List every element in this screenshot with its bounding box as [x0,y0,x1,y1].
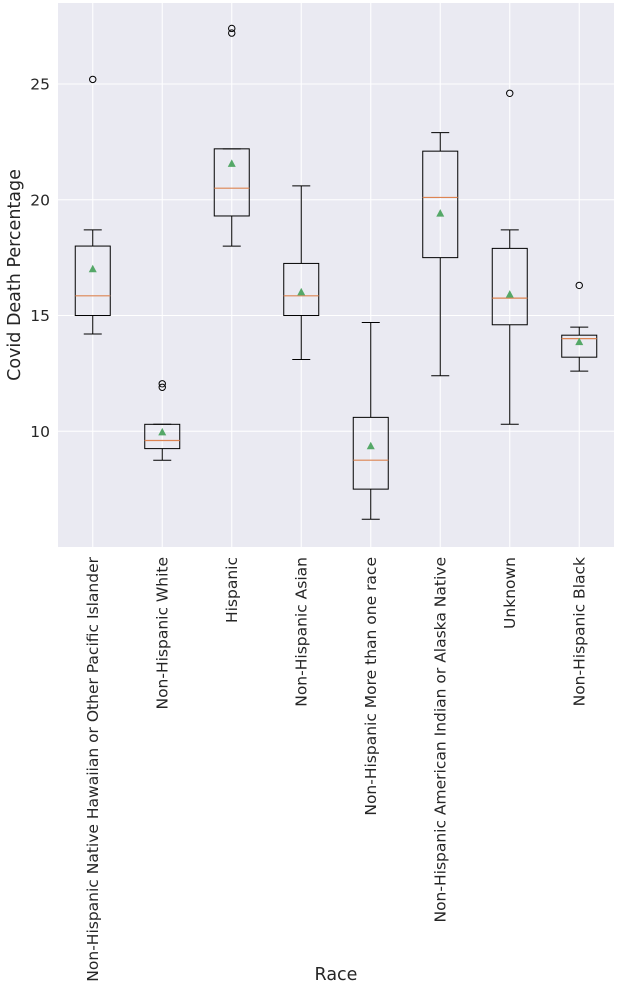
box-group [144,380,181,461]
outlier-point [228,24,236,33]
box-group [352,321,389,520]
box-group [561,281,598,372]
x-tick-label: Unknown [501,557,519,629]
iqr-box [352,416,389,490]
x-tick-label: Non-Hispanic White [153,557,171,710]
mean-marker [436,209,445,217]
mean-marker [366,441,375,450]
box-group [213,24,250,247]
grid-lines [58,3,614,547]
iqr-box [74,245,111,317]
mean-marker [227,159,236,167]
box-group [283,185,320,360]
mean-marker [575,337,584,346]
y-tick-label: 15 [30,307,50,325]
outlier-point [158,383,166,391]
outlier-point [89,75,97,84]
outlier-point [228,29,236,37]
iqr-box [144,423,181,450]
x-tick-label: Non-Hispanic More than one race [362,557,380,816]
y-tick-label: 25 [30,76,50,94]
outlier-point [506,89,514,97]
y-tick-label: 20 [30,191,50,209]
iqr-box [422,150,459,259]
boxes [74,24,598,520]
outlier-point [158,380,166,388]
mean-marker [297,287,306,296]
x-tick-label: Non-Hispanic American Indian or Alaska N… [431,557,449,923]
x-tick-label: Non-Hispanic Black [570,557,588,706]
y-tick-labels: 10 15 20 25 [30,76,50,441]
mean-marker [88,264,97,273]
mean-marker [158,427,167,436]
outlier-point [575,281,583,290]
box-group [74,75,111,335]
y-tick-label: 10 [30,423,50,441]
iqr-box [283,262,320,317]
plot-background [58,3,614,547]
x-tick-label: Non-Hispanic Asian [292,557,310,707]
x-tick-label: Non-Hispanic Native Hawaiian or Other Pa… [84,556,102,981]
x-tick-label: Hispanic [223,557,241,623]
iqr-box [561,334,598,358]
mean-marker [505,290,514,298]
iqr-box [213,148,250,217]
iqr-box [491,247,528,326]
box-group [422,132,459,377]
x-axis-title: Race [315,965,358,985]
box-group [491,89,528,425]
y-axis-title: Covid Death Percentage [5,169,25,381]
x-tick-labels: Non-Hispanic Native Hawaiian or Other Pa… [84,556,589,981]
